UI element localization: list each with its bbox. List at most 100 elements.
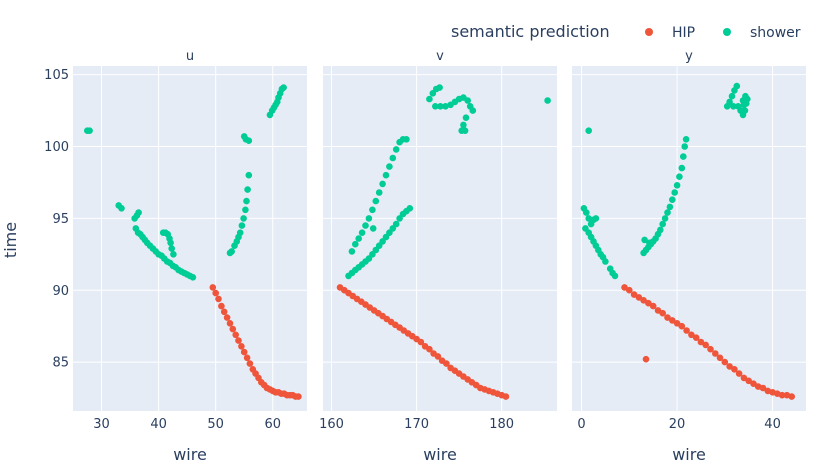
data-point-hip	[209, 284, 217, 291]
data-point-shower	[352, 240, 359, 248]
legend: semantic prediction HIP shower	[451, 22, 801, 41]
y-tick-label: 95	[52, 212, 69, 227]
data-point-hip	[626, 286, 633, 294]
data-point-hip	[443, 360, 450, 367]
legend-title: semantic prediction	[451, 22, 610, 41]
data-point-shower	[682, 136, 690, 143]
data-point-hip	[649, 302, 657, 310]
data-point-hip	[226, 320, 234, 327]
data-point-shower	[243, 197, 250, 205]
data-point-hip	[645, 299, 652, 307]
data-point-hip	[659, 309, 666, 317]
data-point-hip	[712, 350, 719, 357]
data-point-shower	[585, 127, 592, 134]
data-point-hip	[295, 393, 302, 400]
series-hip-u	[209, 284, 302, 400]
data-point-shower	[240, 133, 248, 140]
data-point-shower	[661, 215, 669, 222]
data-point-shower	[369, 225, 377, 232]
x-tick-label: 0	[577, 417, 585, 432]
data-point-shower	[245, 171, 253, 179]
data-point-shower	[673, 182, 681, 189]
data-point-hip	[759, 384, 767, 392]
data-point-hip	[232, 331, 239, 339]
data-point-shower	[726, 98, 733, 106]
data-point-shower	[244, 186, 251, 193]
legend-label-shower: shower	[750, 25, 801, 41]
series-hip-v	[336, 284, 510, 400]
data-point-shower	[236, 229, 244, 236]
x-tick-label: 40	[150, 417, 167, 432]
data-point-hip	[642, 355, 650, 363]
data-point-shower	[118, 205, 125, 212]
data-point-shower	[167, 239, 174, 247]
data-point-shower	[358, 229, 366, 236]
y-tick-label: 90	[52, 284, 69, 299]
legend-marker-shower	[723, 28, 731, 36]
data-point-shower	[379, 180, 386, 188]
legend-label-hip: HIP	[672, 25, 695, 41]
data-point-hip	[745, 377, 752, 385]
data-point-hip	[788, 393, 795, 400]
data-point-shower	[245, 137, 253, 144]
data-point-hip	[716, 354, 724, 362]
facet-title-y: y	[685, 49, 693, 64]
data-point-hip	[621, 284, 628, 291]
x-tick-label: 170	[404, 417, 429, 432]
data-point-hip	[223, 314, 231, 321]
data-point-shower	[437, 103, 444, 110]
data-point-hip	[630, 291, 638, 298]
data-point-shower	[464, 97, 472, 104]
x-axis-title-y: wire	[672, 445, 706, 464]
x-tick-label: 50	[207, 417, 224, 432]
data-point-shower	[436, 84, 443, 91]
data-point-shower	[362, 222, 369, 229]
data-point-shower	[666, 203, 674, 211]
data-point-shower	[659, 220, 666, 228]
data-point-hip	[721, 358, 729, 366]
data-point-shower	[386, 163, 393, 170]
legend-item-hip[interactable]: HIP	[645, 25, 695, 41]
data-point-shower	[671, 189, 678, 196]
data-point-hip	[640, 297, 647, 304]
data-point-shower	[392, 146, 400, 153]
data-point-hip	[235, 337, 242, 344]
data-point-shower	[646, 239, 653, 247]
data-point-hip	[417, 338, 425, 346]
y-tick-label: 85	[52, 356, 69, 371]
panel-background-y	[572, 66, 806, 411]
panel-background-u	[73, 66, 307, 411]
data-point-shower	[730, 103, 737, 110]
data-point-shower	[86, 127, 93, 134]
data-point-shower	[611, 272, 619, 280]
data-point-hip	[502, 393, 510, 400]
x-tick-label: 40	[764, 417, 781, 432]
facet-title-v: v	[436, 49, 444, 64]
data-point-shower	[240, 215, 247, 222]
legend-item-shower[interactable]: shower	[723, 25, 801, 41]
data-point-shower	[460, 121, 467, 129]
data-point-hip	[218, 302, 225, 310]
data-point-shower	[372, 197, 380, 205]
data-point-shower	[189, 274, 197, 281]
data-point-shower	[242, 206, 249, 214]
data-point-shower	[664, 209, 671, 216]
data-point-hip	[669, 317, 676, 324]
series-shower-v	[345, 84, 551, 280]
series-shower-u	[84, 84, 287, 281]
x-tick-label: 180	[489, 417, 514, 432]
data-point-shower	[375, 189, 383, 196]
x-axis-title-v: wire	[423, 445, 457, 464]
data-point-shower	[728, 92, 736, 100]
data-point-shower	[461, 127, 469, 134]
data-point-hip	[426, 345, 433, 353]
data-point-hip	[220, 308, 228, 316]
data-point-shower	[403, 136, 410, 143]
data-point-shower	[280, 84, 287, 91]
data-point-shower	[592, 215, 600, 222]
data-point-shower	[583, 209, 590, 216]
data-point-hip	[697, 338, 705, 346]
data-point-shower	[238, 222, 246, 229]
series-shower-y	[580, 82, 751, 280]
data-point-shower	[365, 215, 373, 222]
